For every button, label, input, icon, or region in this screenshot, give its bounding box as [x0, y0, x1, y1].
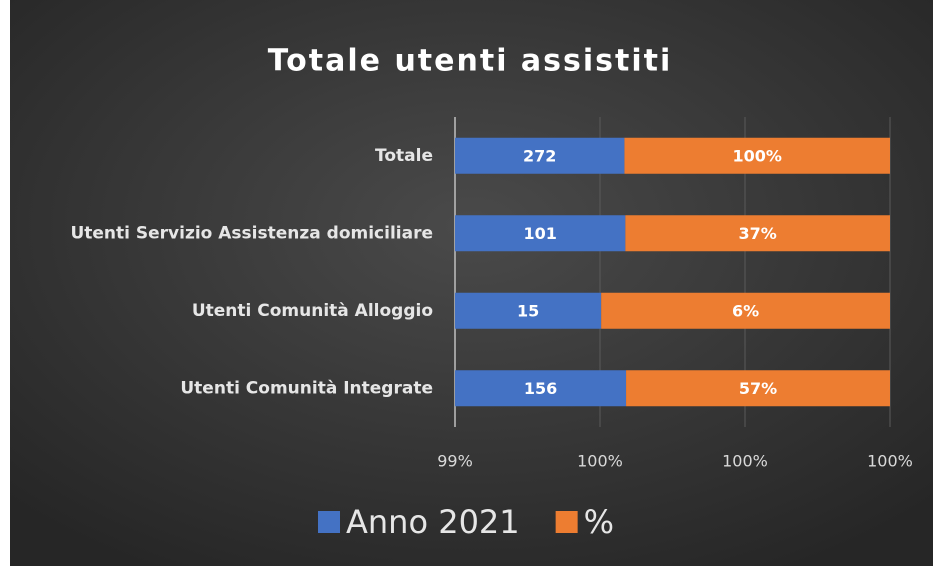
data-label: 6%: [732, 301, 759, 320]
data-label: 57%: [739, 379, 777, 398]
data-label: 101: [523, 224, 556, 243]
bar-segment: [625, 215, 890, 252]
data-label: 272: [523, 146, 556, 165]
y-tick-label: Utenti Comunità Alloggio: [192, 301, 433, 321]
bar-segment: [626, 370, 890, 407]
legend-label: Anno 2021: [346, 503, 520, 541]
y-tick-label: Utenti Comunità Integrate: [180, 378, 433, 398]
bar-segment: [455, 137, 625, 174]
chart-background: [10, 0, 933, 566]
y-tick-label: Totale: [375, 146, 433, 166]
x-tick-label: 100%: [722, 452, 768, 471]
bar-segment: [455, 215, 626, 252]
bar-segment: [624, 137, 890, 174]
bar-segment: [455, 292, 602, 329]
chart-title: Totale utenti assistiti: [268, 44, 673, 79]
data-label: 15: [517, 301, 539, 320]
data-label: 156: [524, 379, 557, 398]
x-tick-label: 100%: [867, 452, 913, 471]
legend-swatch: [555, 511, 578, 533]
x-tick-label: 100%: [577, 452, 623, 471]
y-tick-label: Utenti Servizio Assistenza domiciliare: [70, 223, 433, 243]
data-label: 37%: [739, 224, 777, 243]
legend-swatch: [318, 511, 340, 533]
data-label: 100%: [732, 146, 781, 165]
x-tick-label: 99%: [437, 452, 473, 471]
bar-segment: [601, 292, 890, 329]
bar-segment: [455, 370, 627, 407]
legend-label: %: [584, 503, 614, 541]
